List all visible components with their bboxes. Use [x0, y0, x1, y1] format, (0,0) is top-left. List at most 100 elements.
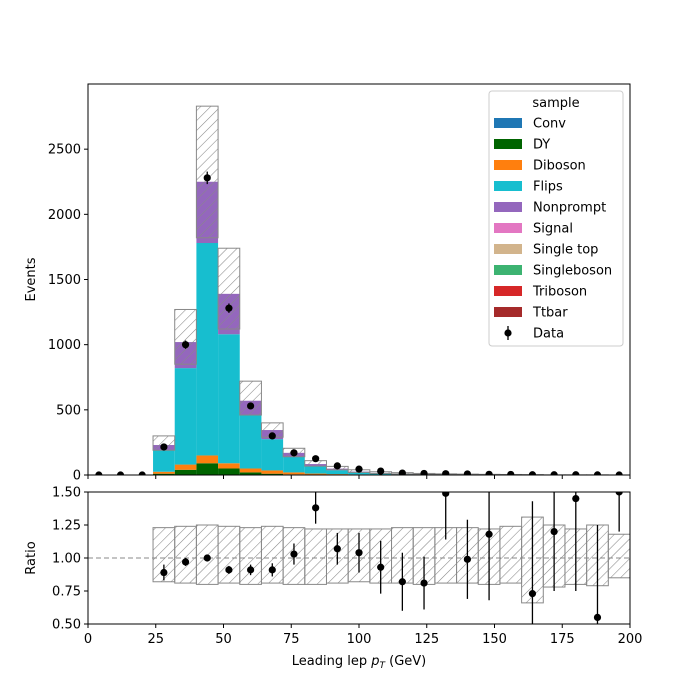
legend-label-data: Data — [533, 327, 564, 342]
bar-flips-9 — [283, 456, 305, 473]
legend-label-singleboson: Singleboson — [533, 264, 612, 279]
ratio-point-7 — [312, 504, 320, 512]
bar-diboson-3 — [153, 471, 175, 474]
legend-swatch-singleboson — [494, 265, 522, 275]
ratio-point-1 — [181, 558, 190, 566]
bar-dy-3 — [153, 473, 175, 475]
ratio-plot-area — [88, 492, 630, 624]
legend-swatch-flips — [494, 181, 522, 191]
data-point-3 — [160, 443, 168, 451]
main-panel: 0 500 1000 1500 2000 2500 Events — [24, 83, 631, 484]
main-y-tick-label-4: 2000 — [48, 208, 81, 223]
main-y-ticks: 0 500 1000 1500 2000 2500 — [48, 143, 88, 484]
ratio-point-5 — [268, 566, 276, 574]
x-tick-label-8: 200 — [618, 632, 643, 647]
legend-label-diboson: Diboson — [533, 159, 586, 174]
ratio-band-4 — [174, 525, 197, 584]
legend-item-single-top: Single top — [494, 243, 598, 258]
bar-diboson-11 — [326, 474, 349, 475]
data-point-15 — [420, 469, 428, 475]
data-point-19 — [507, 470, 515, 475]
ratio-band-7 — [239, 527, 262, 585]
bar-diboson-7 — [239, 468, 262, 473]
legend-item-signal: Signal — [494, 222, 573, 237]
legend-label-dy: DY — [533, 138, 550, 153]
data-point-6 — [225, 304, 233, 312]
x-tick-label-7: 175 — [550, 632, 575, 647]
ratio-y-tick-label-4: 1.50 — [52, 486, 81, 501]
bar-dy-4 — [174, 469, 197, 475]
x-axis-label-subscript: T — [379, 661, 386, 671]
data-point-10 — [312, 455, 320, 463]
ratio-y-tick-label-2: 1.00 — [52, 552, 81, 567]
legend-item-data: Data — [504, 326, 564, 342]
legend-label-signal: Signal — [533, 222, 573, 237]
data-point-23 — [593, 471, 602, 475]
ratio-point-0 — [160, 568, 168, 577]
ratio-band-19 — [499, 525, 523, 584]
x-axis-label-prefix: Leading lep — [292, 654, 371, 669]
legend-label-triboson: Triboson — [532, 285, 587, 300]
uncertainty-band-6 — [217, 247, 241, 330]
data-point-5 — [203, 174, 211, 182]
legend-item-diboson: Diboson — [494, 159, 586, 174]
data-point-21 — [550, 471, 558, 475]
legend-swatch-dy — [494, 139, 522, 149]
x-tick-label-0: 0 — [84, 632, 92, 647]
bar-diboson-10 — [304, 473, 327, 475]
ratio-y-ticks: 0.50 0.75 1.00 1.25 1.50 — [52, 486, 88, 633]
main-y-tick-label-5: 2500 — [48, 143, 81, 158]
data-point-16 — [442, 470, 450, 475]
ratio-point-2 — [203, 554, 211, 562]
ratio-point-19 — [593, 613, 602, 622]
data-point-2 — [138, 471, 146, 475]
x-tick-label-2: 50 — [215, 632, 232, 647]
bar-flips-11 — [326, 470, 349, 475]
ratio-point-3 — [225, 566, 233, 574]
main-y-tick-label-3: 1500 — [48, 273, 81, 288]
bar-dy-8 — [261, 473, 284, 475]
legend-swatch-nonprompt — [494, 202, 522, 212]
legend-marker-data — [504, 329, 512, 337]
legend-label-nonprompt: Nonprompt — [533, 201, 606, 216]
bar-diboson-9 — [283, 472, 305, 475]
legend-swatch-signal — [494, 223, 522, 233]
ratio-point-16 — [528, 590, 537, 598]
ratio-point-10 — [377, 563, 385, 571]
data-point-7 — [247, 402, 255, 410]
bar-flips-8 — [261, 439, 284, 471]
legend-title: sample — [532, 96, 579, 111]
ratio-point-8 — [333, 545, 341, 553]
x-ticks: 0 25 50 75 100 125 150 175 200 — [84, 475, 643, 647]
x-tick-label-5: 125 — [414, 632, 439, 647]
x-tick-label-6: 150 — [482, 632, 507, 647]
ratio-point-12 — [420, 579, 428, 587]
data-point-17 — [463, 470, 471, 475]
x-axis-label-suffix: (GeV) — [385, 654, 426, 669]
bar-diboson-5 — [196, 455, 219, 464]
data-point-24 — [615, 471, 623, 475]
data-point-4 — [181, 341, 190, 349]
bar-flips-7 — [239, 415, 262, 469]
uncertainty-band-7 — [239, 380, 262, 416]
bar-flips-10 — [304, 466, 327, 474]
legend-item-conv: Conv — [494, 117, 566, 132]
bar-flips-6 — [218, 334, 240, 464]
legend-item-nonprompt: Nonprompt — [494, 201, 606, 216]
ratio-band-10 — [304, 528, 327, 585]
x-tick-label-3: 75 — [283, 632, 300, 647]
main-y-tick-label-2: 1000 — [48, 338, 81, 353]
ratio-point-9 — [355, 549, 363, 557]
data-point-1 — [116, 471, 125, 475]
x-tick-label-1: 25 — [147, 632, 164, 647]
data-point-22 — [572, 471, 580, 475]
bar-flips-12 — [348, 472, 370, 475]
main-plot-area — [95, 105, 623, 475]
legend-label-ttbar: Ttbar — [532, 306, 568, 321]
legend-frame — [488, 90, 624, 347]
data-point-9 — [290, 449, 298, 457]
bar-dy-5 — [196, 463, 219, 475]
ratio-point-15 — [485, 530, 493, 538]
legend-label-conv: Conv — [533, 117, 566, 132]
legend-label-flips: Flips — [533, 180, 563, 195]
